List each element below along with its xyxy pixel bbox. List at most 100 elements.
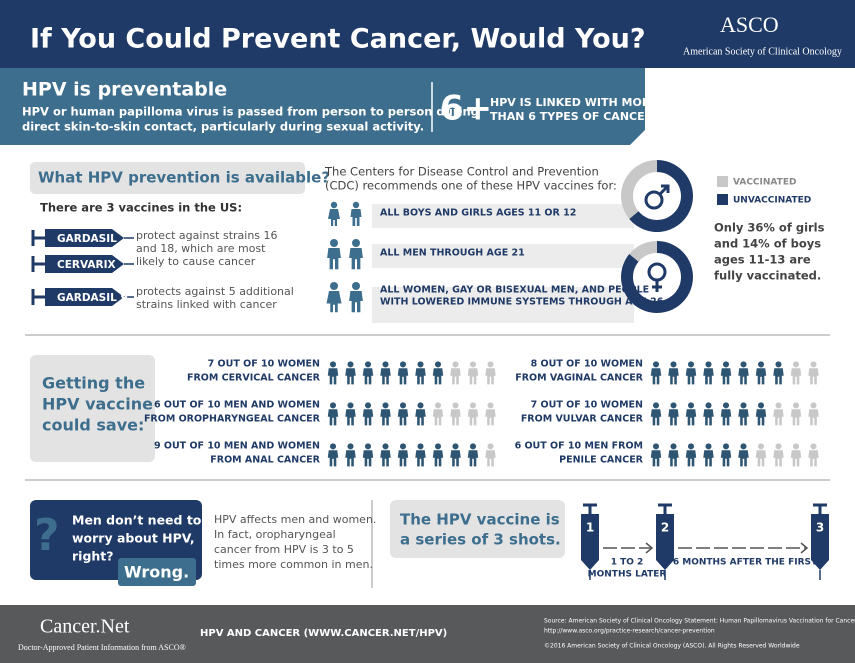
head bbox=[740, 361, 747, 368]
saving-label: FROM CERVICAL CANCER bbox=[187, 373, 321, 384]
head bbox=[810, 361, 817, 368]
footer-source: Source: American Society of Clinical Onc… bbox=[544, 618, 855, 625]
body bbox=[415, 409, 426, 426]
logo-subtitle: American Society of Clinical Oncology bbox=[683, 46, 842, 57]
vaccine-desc: protects against 5 additional bbox=[136, 285, 294, 298]
person-icon bbox=[380, 402, 391, 426]
stat: 6+ bbox=[440, 89, 492, 129]
person-icon bbox=[345, 402, 356, 426]
body bbox=[773, 450, 784, 467]
head bbox=[434, 402, 442, 409]
pictogram bbox=[650, 361, 819, 385]
footer-tagline: Doctor-Approved Patient Information from… bbox=[18, 643, 186, 652]
person-icon bbox=[350, 201, 362, 226]
head bbox=[469, 402, 477, 409]
person-icon bbox=[349, 239, 363, 270]
head bbox=[364, 402, 372, 409]
vaccine-name: GARDASIL bbox=[57, 233, 117, 245]
savings-title: Getting the bbox=[42, 374, 145, 393]
head bbox=[487, 361, 494, 368]
body bbox=[790, 450, 802, 467]
head bbox=[775, 402, 782, 409]
body bbox=[703, 368, 714, 385]
person-icon bbox=[685, 402, 697, 426]
head bbox=[652, 443, 660, 450]
person-icon bbox=[773, 361, 784, 385]
prevention-title: What HPV prevention is available? bbox=[38, 169, 330, 187]
head bbox=[434, 361, 442, 368]
person-icon bbox=[668, 361, 679, 385]
body bbox=[450, 409, 461, 426]
person-icon bbox=[808, 402, 819, 426]
head bbox=[705, 361, 712, 368]
donut-vaccinated bbox=[629, 241, 657, 262]
head bbox=[469, 361, 477, 368]
person-icon bbox=[703, 361, 714, 385]
person-icon bbox=[485, 402, 496, 426]
body bbox=[450, 450, 461, 467]
body bbox=[415, 450, 426, 467]
myth-text: In fact, oropharyngeal bbox=[214, 528, 336, 541]
person-icon bbox=[362, 361, 374, 385]
person-icon bbox=[450, 443, 461, 467]
cdc-text: (CDC) recommends one of these HPV vaccin… bbox=[325, 179, 617, 193]
person-icon bbox=[773, 402, 784, 426]
savings-title: could save: bbox=[42, 416, 144, 435]
group-label: ALL MEN THROUGH AGE 21 bbox=[380, 248, 525, 259]
group-label-box bbox=[372, 287, 634, 323]
syringe bbox=[45, 229, 124, 247]
series-title-box bbox=[390, 500, 565, 558]
person-icon bbox=[397, 361, 409, 385]
body bbox=[485, 450, 496, 467]
series-title: a series of 3 shots. bbox=[400, 531, 561, 549]
body bbox=[668, 450, 679, 467]
body bbox=[808, 409, 819, 426]
person-icon bbox=[327, 443, 339, 467]
body bbox=[326, 291, 342, 313]
body bbox=[773, 368, 784, 385]
head bbox=[757, 402, 765, 409]
myth-question: worry about HPV, bbox=[72, 531, 195, 546]
person-icon bbox=[773, 443, 784, 467]
person-icon bbox=[755, 361, 767, 385]
stat-text: THAN 6 TYPES OF CANCER bbox=[490, 110, 654, 123]
head bbox=[757, 443, 765, 450]
head bbox=[687, 361, 695, 368]
head bbox=[347, 443, 354, 450]
body bbox=[755, 450, 767, 467]
person-icon bbox=[467, 443, 479, 467]
body bbox=[808, 368, 819, 385]
head bbox=[399, 443, 407, 450]
male-symbol bbox=[644, 190, 664, 210]
rates-text: and 14% of boys bbox=[714, 237, 821, 251]
body bbox=[467, 409, 479, 426]
person-icon bbox=[808, 443, 819, 467]
person-icon bbox=[397, 402, 409, 426]
head bbox=[330, 201, 338, 209]
body bbox=[755, 368, 767, 385]
footer-source: http://www.asco.org/practice-research/ca… bbox=[544, 628, 715, 635]
head bbox=[347, 402, 354, 409]
person-icon bbox=[327, 402, 339, 426]
shot-number: 1 bbox=[586, 521, 594, 535]
person-icon bbox=[668, 402, 679, 426]
person-icon bbox=[685, 361, 697, 385]
head bbox=[364, 361, 372, 368]
arrowhead bbox=[645, 542, 654, 554]
body bbox=[650, 450, 662, 467]
head bbox=[792, 443, 800, 450]
head bbox=[705, 402, 712, 409]
body bbox=[668, 368, 679, 385]
person-icon bbox=[362, 402, 374, 426]
body bbox=[738, 409, 749, 426]
legend-swatch bbox=[717, 176, 728, 187]
body bbox=[328, 209, 340, 226]
group-label-box bbox=[372, 244, 634, 268]
person-icon bbox=[720, 402, 732, 426]
body bbox=[650, 409, 662, 426]
vaccine-desc: and 18, which are most bbox=[136, 242, 266, 255]
body bbox=[432, 409, 444, 426]
person-icon bbox=[790, 402, 802, 426]
arrowhead bbox=[800, 542, 809, 554]
